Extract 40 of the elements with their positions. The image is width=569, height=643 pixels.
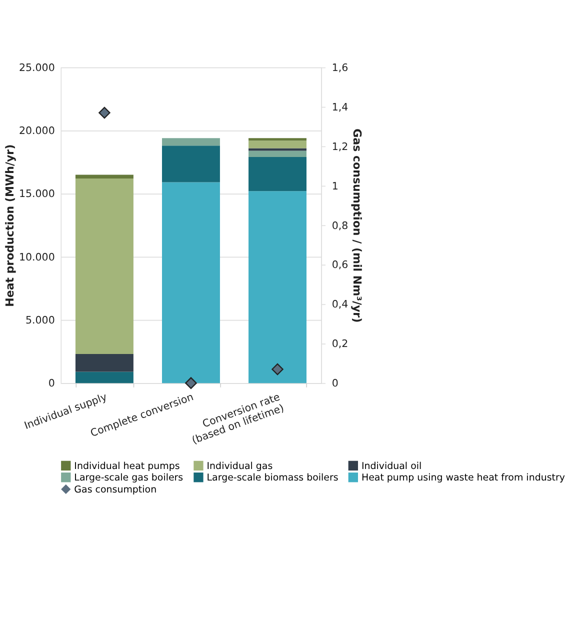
y2-tick-label: 1,6 bbox=[332, 62, 348, 74]
legend-label: Heat pump using waste heat from industry bbox=[361, 472, 566, 484]
legend-label: Large-scale biomass boilers bbox=[206, 472, 338, 484]
point bbox=[98, 106, 110, 119]
y2-tick-label: 1 bbox=[332, 180, 338, 192]
y2-tick-label: 0,2 bbox=[332, 338, 348, 350]
bar bbox=[75, 372, 134, 384]
bar bbox=[248, 191, 306, 384]
y2-tick-label: 1,4 bbox=[332, 101, 348, 114]
y-tick-label: 15.000 bbox=[18, 188, 55, 200]
legend-label: Individual heat pumps bbox=[74, 460, 180, 472]
y-tick-label: 0 bbox=[48, 378, 55, 390]
bar bbox=[75, 178, 134, 354]
y-tick-label: 20.000 bbox=[18, 125, 55, 138]
bar bbox=[162, 182, 220, 384]
legend-label: Individual gas bbox=[206, 460, 273, 472]
y2-tick-label: 0,6 bbox=[332, 259, 348, 272]
y-tick-label: 25.000 bbox=[18, 62, 55, 74]
legend-label: Large-scale gas boilers bbox=[74, 472, 184, 484]
y2-tick-label: 0,8 bbox=[332, 220, 348, 232]
bar bbox=[248, 140, 306, 148]
bar bbox=[75, 354, 134, 372]
bar bbox=[162, 146, 220, 182]
bar bbox=[248, 157, 306, 192]
legend-label: Individual oil bbox=[361, 460, 422, 472]
point bbox=[272, 363, 284, 376]
bar bbox=[248, 150, 306, 158]
y2-tick-label: 0,4 bbox=[332, 298, 348, 311]
bar bbox=[162, 138, 220, 146]
y-tick-label: 10.000 bbox=[18, 251, 55, 264]
bar bbox=[248, 148, 306, 151]
y-tick-label: 5.000 bbox=[26, 314, 55, 326]
y2-axis-title: Gas consumption / (mil Nm³/yr) bbox=[350, 128, 364, 323]
y-axis-title: Heat production (MWh/yr) bbox=[3, 144, 16, 307]
y2-tick-label: 0 bbox=[332, 378, 338, 390]
legend-label: Gas consumption bbox=[74, 484, 157, 496]
point bbox=[185, 377, 197, 389]
bar bbox=[75, 174, 134, 179]
y2-tick-label: 1,2 bbox=[332, 140, 348, 153]
bar bbox=[248, 138, 306, 141]
